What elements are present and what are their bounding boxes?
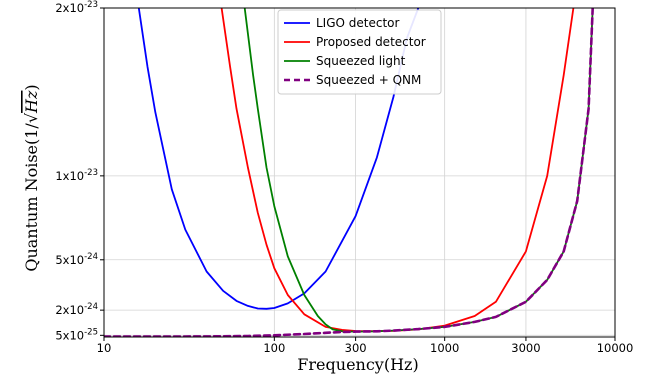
y-tick-mantissa: 2x10 — [55, 1, 84, 15]
y-tick-exponent: -24 — [84, 302, 98, 312]
series-line-squeezed-qnm — [104, 8, 594, 337]
y-tick-exponent: -24 — [84, 252, 98, 262]
y-axis-title-sqrt-sign: √ — [22, 112, 41, 123]
y-tick-mantissa: 5x10 — [55, 253, 84, 267]
y-tick-label: 1x10-23 — [55, 168, 98, 183]
series-line-proposed-detector — [220, 8, 575, 332]
y-axis-title-prefix: Quantum Noise(1/ — [22, 123, 41, 272]
y-tick-mantissa: 1x10 — [55, 169, 84, 183]
y-axis-title-radical: Hz — [22, 90, 41, 114]
x-tick-label: 3000 — [511, 341, 540, 355]
series-line-ligo-detector — [137, 8, 420, 310]
legend-label: LIGO detector — [316, 16, 400, 30]
x-tick-label: 10 — [97, 341, 112, 355]
y-tick-label: 5x10-25 — [55, 327, 98, 342]
y-tick-label: 2x10-23 — [55, 0, 98, 15]
series-lines — [104, 8, 594, 337]
legend: LIGO detector Proposed detector Squeezed l… — [277, 9, 442, 95]
y-axis-title-suffix: ) — [22, 84, 41, 90]
x-tick-label: 1000 — [430, 341, 459, 355]
y-tick-mantissa: 5x10 — [55, 328, 84, 342]
x-tick-label: 300 — [345, 341, 367, 355]
svg-text:Quantum Noise(1/√Hz): Quantum Noise(1/√Hz) — [22, 84, 41, 271]
x-axis-title: Frequency(Hz) — [297, 355, 418, 374]
y-tick-exponent: -23 — [84, 0, 98, 10]
y-tick-label: 5x10-24 — [55, 252, 98, 267]
plot-frame — [103, 7, 616, 338]
legend-label: Squeezed light — [316, 54, 406, 68]
y-tick-mantissa: 2x10 — [55, 303, 84, 317]
legend-label: Proposed detector — [316, 35, 426, 49]
legend-label: Squeezed + QNM — [316, 73, 421, 87]
x-tick-label: 10000 — [597, 341, 634, 355]
y-axis-title: Quantum Noise(1/√Hz) — [22, 84, 41, 271]
legend-box — [277, 9, 442, 95]
x-axis-ticks: 10 100 300 1000 3000 10000 — [97, 337, 634, 355]
y-tick-exponent: -25 — [84, 327, 98, 337]
y-tick-label: 2x10-24 — [55, 302, 98, 317]
y-tick-exponent: -23 — [84, 168, 98, 178]
x-tick-label: 100 — [263, 341, 285, 355]
